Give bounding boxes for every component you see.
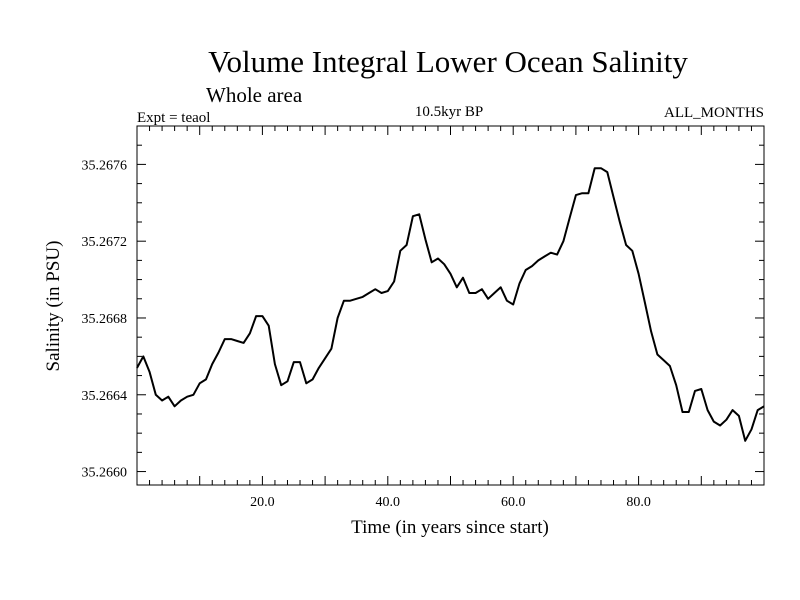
y-tick-label: 35.2672 [82, 235, 128, 250]
x-tick-label: 20.0 [250, 495, 275, 510]
chart-subtitle: Whole area [206, 83, 303, 107]
months-label: ALL_MONTHS [664, 105, 764, 121]
x-tick-label: 40.0 [376, 495, 401, 510]
x-tick-label: 80.0 [626, 495, 651, 510]
x-tick-labels: 20.0 40.0 60.0 80.0 [250, 495, 651, 510]
y-tick-label: 35.2664 [82, 389, 128, 404]
y-tick-label: 35.2668 [82, 312, 128, 327]
y-tick-label: 35.2676 [82, 158, 128, 173]
axis-ticks [137, 126, 764, 485]
y-tick-labels: 35.2660 35.2664 35.2668 35.2672 35.2676 [82, 158, 128, 480]
x-axis-label: Time (in years since start) [351, 517, 549, 538]
y-axis-label: Salinity (in PSU) [43, 241, 64, 372]
x-tick-label: 60.0 [501, 495, 526, 510]
y-tick-label: 35.2660 [82, 466, 128, 481]
experiment-label: Expt = teaol [137, 110, 210, 126]
period-label: 10.5kyr BP [415, 104, 483, 120]
chart-title: Volume Integral Lower Ocean Salinity [208, 44, 688, 79]
salinity-series-line [136, 167, 765, 442]
plot-frame [136, 125, 765, 486]
